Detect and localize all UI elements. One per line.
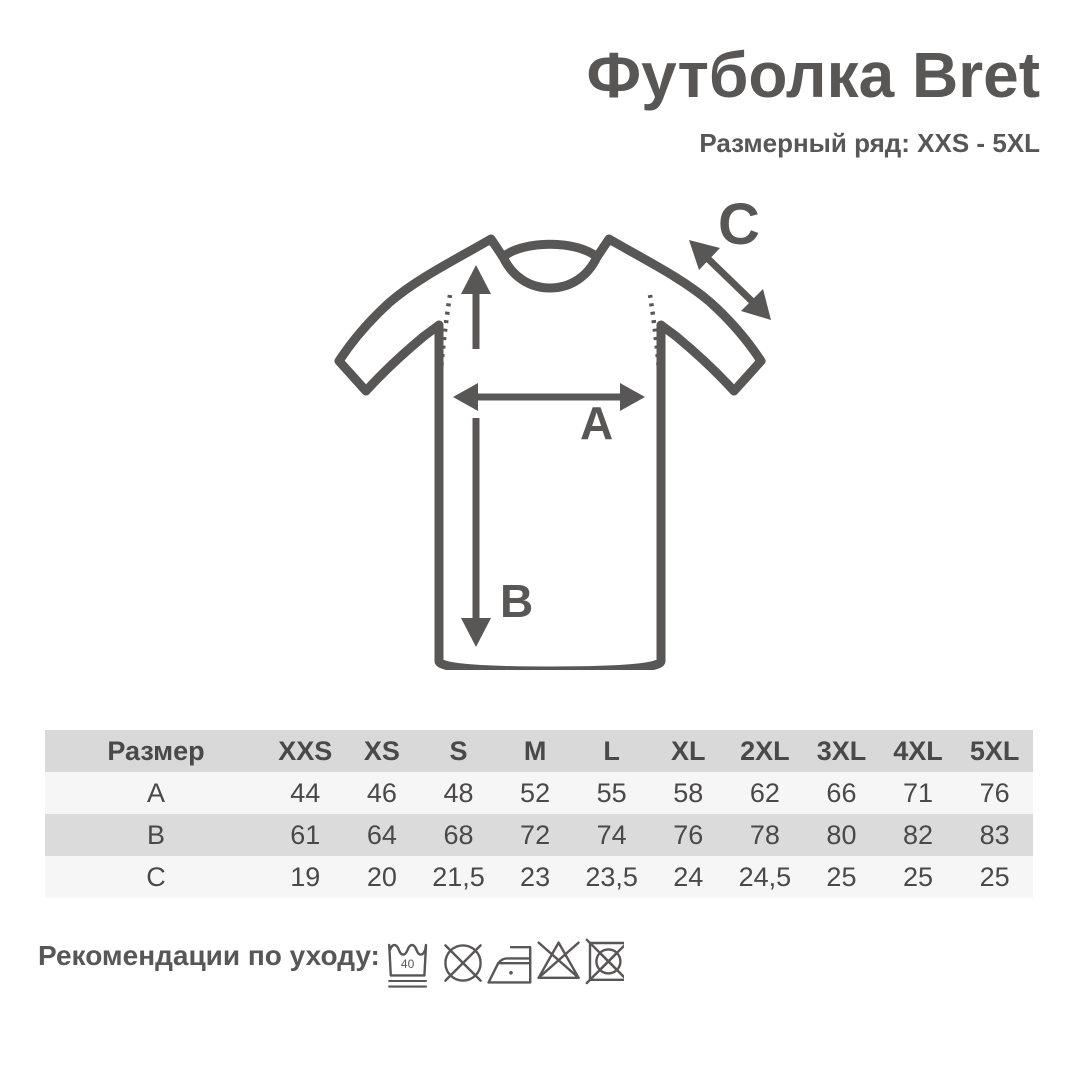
svg-text:40: 40 [401, 957, 415, 971]
